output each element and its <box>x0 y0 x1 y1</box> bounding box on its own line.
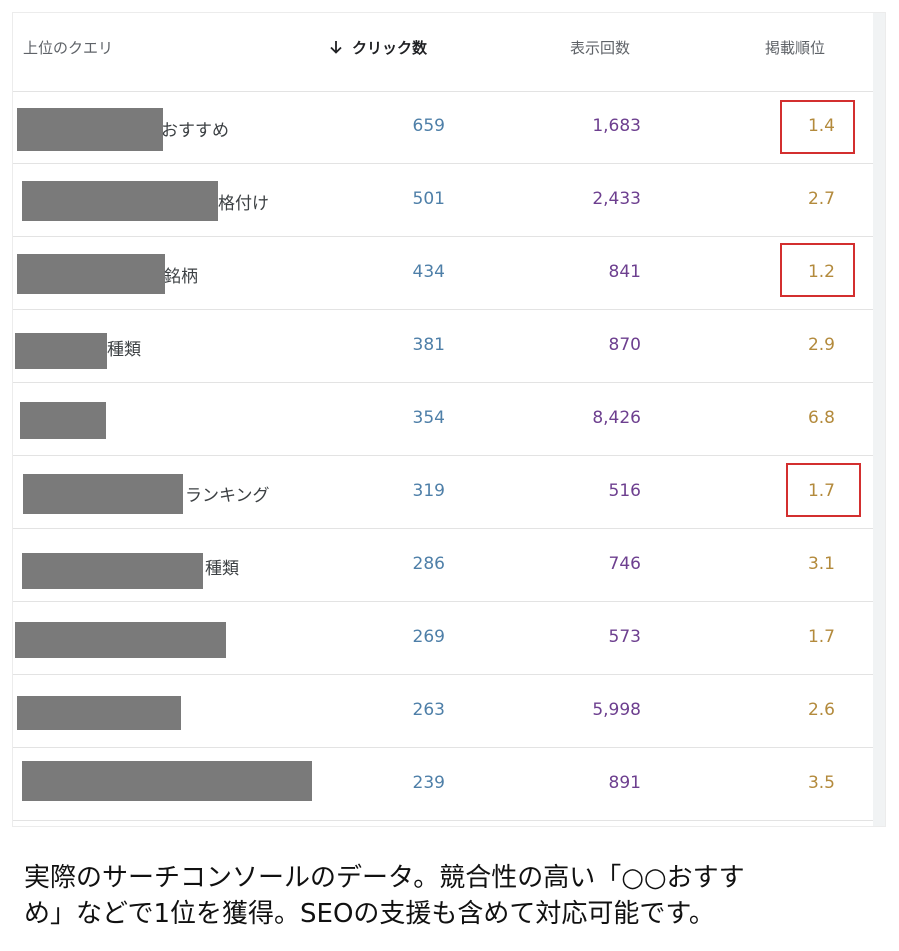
clicks-value: 269 <box>412 627 445 647</box>
header-clicks[interactable]: クリック数 <box>328 37 427 58</box>
table-row[interactable]: 銘柄 434 841 1.2 <box>13 237 873 310</box>
impressions-value: 1,683 <box>592 116 641 136</box>
header-position[interactable]: 掲載順位 <box>765 39 826 57</box>
clicks-value: 501 <box>412 189 445 209</box>
header-clicks-label: クリック数 <box>352 39 428 57</box>
query-text[interactable]: 格付け <box>218 194 269 214</box>
position-value: 2.9 <box>807 335 835 355</box>
redacted-query-block <box>17 696 181 730</box>
position-value: 3.1 <box>807 554 835 574</box>
impressions-value: 516 <box>608 481 641 501</box>
impressions-value: 2,433 <box>592 189 641 209</box>
clicks-value: 381 <box>412 335 445 355</box>
impressions-value: 746 <box>608 554 641 574</box>
position-value: 1.7 <box>807 481 835 501</box>
redacted-query-block <box>17 254 165 294</box>
query-text[interactable]: 種類 <box>205 559 239 579</box>
redacted-query-block <box>22 553 203 589</box>
scrollbar-track[interactable] <box>873 13 885 826</box>
impressions-value: 573 <box>608 627 641 647</box>
position-value: 1.4 <box>807 116 835 136</box>
position-value: 1.2 <box>807 262 835 282</box>
impressions-value: 870 <box>608 335 641 355</box>
clicks-value: 354 <box>412 408 445 428</box>
clicks-value: 434 <box>412 262 445 282</box>
table-row[interactable]: 種類 286 746 3.1 <box>13 529 873 602</box>
caption-line-1: 実際のサーチコンソールのデータ。競合性の高い「○○おすす <box>24 863 745 893</box>
clicks-value: 659 <box>412 116 445 136</box>
position-value: 3.5 <box>807 773 835 793</box>
redacted-query-block <box>22 761 312 801</box>
position-value: 1.7 <box>807 627 835 647</box>
highlight-box <box>786 463 861 517</box>
position-value: 2.7 <box>807 189 835 209</box>
clicks-value: 263 <box>412 700 445 720</box>
clicks-value: 286 <box>412 554 445 574</box>
redacted-query-block <box>17 108 163 151</box>
table-row[interactable]: 239 891 3.5 <box>13 748 873 821</box>
position-value: 6.8 <box>807 408 835 428</box>
highlight-box <box>780 243 855 297</box>
redacted-query-block <box>15 622 226 658</box>
redacted-query-block <box>22 181 218 221</box>
impressions-value: 8,426 <box>592 408 641 428</box>
highlight-box <box>780 100 855 154</box>
clicks-value: 319 <box>412 481 445 501</box>
redacted-query-block <box>20 402 106 439</box>
query-text[interactable]: ランキング <box>185 486 270 506</box>
redacted-query-block <box>23 474 183 514</box>
caption-line-2: め」などで1位を獲得。SEOの支援も含めて対応可能です。 <box>24 899 715 929</box>
impressions-value: 841 <box>608 262 641 282</box>
caption: 実際のサーチコンソールのデータ。競合性の高い「○○おすす め」などで1位を獲得。… <box>24 860 884 932</box>
search-console-table: 上位のクエリ クリック数 表示回数 掲載順位 おすすめ 659 1,683 1.4 格付… <box>12 12 886 827</box>
clicks-value: 239 <box>412 773 445 793</box>
table-row[interactable]: おすすめ 659 1,683 1.4 <box>13 91 873 164</box>
query-text[interactable]: 種類 <box>107 340 141 360</box>
table-row[interactable]: 354 8,426 6.8 <box>13 383 873 456</box>
impressions-value: 891 <box>608 773 641 793</box>
header-impressions[interactable]: 表示回数 <box>570 39 631 57</box>
table-row[interactable]: 263 5,998 2.6 <box>13 675 873 748</box>
table-row[interactable]: 格付け 501 2,433 2.7 <box>13 164 873 237</box>
position-value: 2.6 <box>807 700 835 720</box>
redacted-query-block <box>15 333 107 369</box>
table-row[interactable]: ランキング 319 516 1.7 <box>13 456 873 529</box>
query-text[interactable]: 銘柄 <box>164 267 198 287</box>
table-row[interactable]: 269 573 1.7 <box>13 602 873 675</box>
query-text[interactable]: おすすめ <box>161 121 229 141</box>
table-row[interactable]: 種類 381 870 2.9 <box>13 310 873 383</box>
impressions-value: 5,998 <box>592 700 641 720</box>
arrow-down-icon <box>330 41 342 54</box>
header-query[interactable]: 上位のクエリ <box>23 39 114 57</box>
table-header: 上位のクエリ クリック数 表示回数 掲載順位 <box>13 13 873 92</box>
